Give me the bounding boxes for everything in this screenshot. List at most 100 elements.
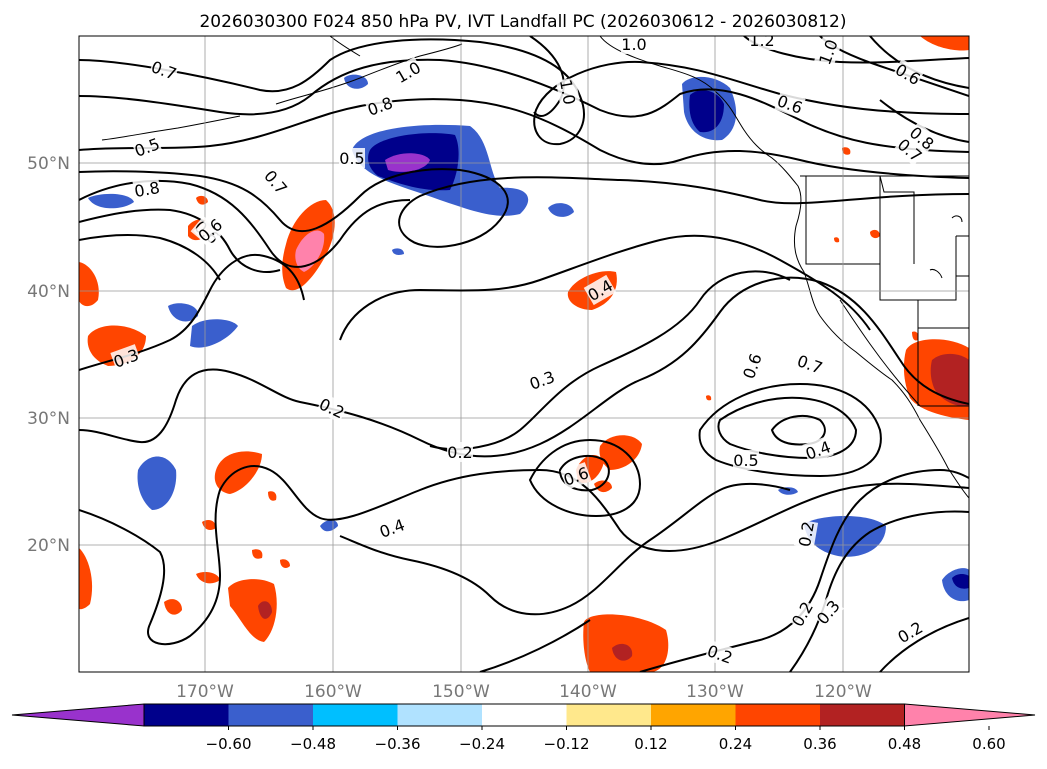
negative-pv-region: [190, 319, 238, 348]
contour-label-bg: [132, 176, 162, 202]
contour-label: 0.8: [133, 178, 161, 201]
negative-pv-region: [344, 74, 368, 89]
contour-label-bg: [893, 133, 927, 167]
contour-line: [717, 396, 858, 460]
contour-label-bg: [786, 597, 818, 631]
positive-pv-region: [930, 353, 969, 407]
state-border: [918, 236, 957, 301]
positive-pv-region: [79, 262, 99, 307]
contour-line: [79, 168, 969, 248]
colorbar-extend-high: [904, 703, 1036, 727]
colorbar-segment: [228, 704, 313, 726]
positive-pv-region: [202, 520, 216, 530]
state-border: [951, 215, 963, 223]
positive-pv-region: [295, 230, 325, 272]
negative-pv-region: [548, 203, 574, 217]
negative-pv-region: [88, 193, 134, 209]
colorbar-segment: [144, 704, 229, 726]
colorbar-tick-label: 0.36: [803, 735, 836, 753]
colorbar-segment: [397, 704, 482, 726]
state-border: [879, 175, 915, 264]
contour-label-bg: [814, 36, 842, 68]
contour-label-bg: [560, 462, 592, 490]
colorbar-tick-label: 0.24: [719, 735, 752, 753]
colorbar-tick-label: −0.60: [206, 735, 252, 753]
contour-line: [79, 58, 969, 153]
positive-pv-region: [834, 237, 840, 243]
lat-label: 50°N: [27, 154, 70, 174]
colorbar-outline: [143, 703, 905, 727]
contour-label-bg: [391, 56, 425, 88]
positive-pv-region: [196, 572, 220, 584]
colorbar-tick-label: 0.60: [972, 735, 1005, 753]
contour-line: [339, 234, 871, 341]
contour-label-bg: [148, 56, 180, 84]
positive-pv-region: [268, 491, 277, 501]
colorbar-tick-label: 0.48: [888, 735, 921, 753]
contour-line: [879, 617, 969, 672]
contour-label-bg: [794, 350, 826, 378]
contour-label: 0.2: [795, 520, 818, 548]
contour-label-bg: [193, 213, 227, 247]
contour-line: [770, 414, 826, 446]
contour-label-bg: [891, 58, 925, 90]
coastline: [275, 43, 463, 105]
coastline: [101, 115, 241, 141]
positive-pv-region: [912, 331, 919, 341]
contour-label: 0.5: [339, 149, 364, 168]
contour-line: [528, 438, 642, 518]
colorbar-tick-label: −0.36: [375, 735, 421, 753]
negative-pv-region: [137, 456, 177, 510]
colorbar-segment: [566, 704, 651, 726]
contour-label-bg: [704, 640, 736, 668]
contour-label-bg: [811, 595, 845, 629]
lon-label: 170°W: [176, 682, 234, 702]
lat-labels: 50°N 40°N 30°N 20°N: [27, 154, 70, 556]
state-border: [839, 299, 921, 407]
plot-area: 0.70.80.50.80.70.60.51.01.21.00.60.60.80…: [79, 35, 969, 672]
lon-label: 130°W: [686, 682, 744, 702]
colorbar-tick-label: −0.24: [459, 735, 505, 753]
negative-pv-region: [168, 303, 199, 322]
plot-border: [78, 35, 970, 673]
positive-pv-region: [612, 643, 633, 661]
positive-pv-region: [79, 548, 93, 610]
contour-label-bg: [738, 350, 766, 382]
colorbar-segment: [820, 704, 905, 726]
contour-label: 1.0: [556, 78, 579, 106]
contour-label: 1.0: [621, 35, 646, 54]
positive-pv-region: [280, 559, 290, 568]
contour-line: [79, 465, 969, 645]
ivt-contours: [79, 36, 969, 672]
contour-line: [339, 482, 791, 616]
contour-line: [789, 510, 969, 672]
contour-line: [429, 270, 791, 451]
lon-label: 160°W: [304, 682, 362, 702]
contour-label-bg: [131, 133, 163, 161]
colorbar-tick-label: 0.12: [634, 735, 667, 753]
contour-label-bg: [364, 92, 396, 120]
contour-label-bg: [526, 366, 558, 394]
contour-label-bg: [774, 90, 806, 118]
colorbar: −0.60 −0.48 −0.36 −0.24 −0.12 0.12 0.24 0.36 0.4…: [11, 703, 1036, 753]
map-title: 2026030300 F024 850 hPa PV, IVT Landfall…: [199, 12, 846, 32]
lon-label: 140°W: [559, 682, 617, 702]
contour-line: [698, 382, 882, 478]
negative-pv-region: [392, 248, 404, 255]
contour-line: [79, 276, 969, 458]
lat-label: 20°N: [27, 536, 70, 556]
contour-line: [79, 253, 305, 371]
contour-label: 0.5: [733, 451, 758, 470]
colorbar-segment: [651, 704, 736, 726]
negative-pv-region: [804, 516, 886, 557]
contour-label-bg: [259, 165, 293, 199]
colorbar-extend-low: [11, 703, 145, 727]
lon-label: 120°W: [814, 682, 872, 702]
negative-pv-region: [952, 574, 969, 589]
contour-label-bg: [733, 450, 759, 470]
coastline: [329, 36, 361, 57]
lon-label: 150°W: [432, 682, 490, 702]
contour-line: [79, 98, 969, 179]
contour-line: [479, 619, 591, 672]
